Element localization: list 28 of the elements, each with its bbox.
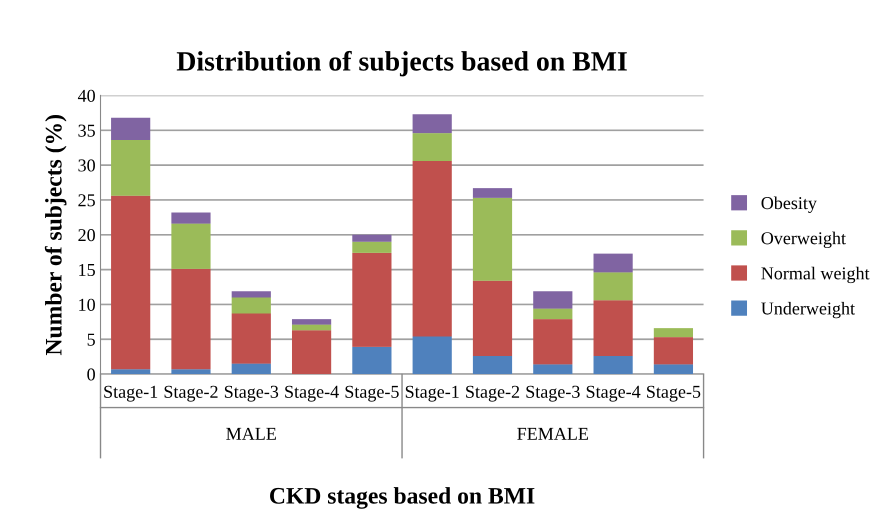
text: FEMALE [517, 428, 588, 440]
x-tick-label: Stage-2 [466, 386, 520, 402]
y-tick-label: 30 [78, 159, 95, 172]
legend-label: Overweight [762, 232, 846, 248]
x-tick-label: Stage-1 [406, 386, 459, 402]
x-tick-label: Stage-1 [104, 386, 158, 402]
y-tick-label: 20 [78, 229, 95, 242]
x-tick-label: Stage-5 [346, 386, 399, 402]
legend-label: Normal weight [761, 266, 870, 284]
y-tick-label: 0 [87, 368, 95, 381]
x-tick-label: Stage-3 [224, 386, 278, 402]
y-tick-label: 35 [78, 124, 95, 137]
text: MALE [226, 428, 276, 440]
x-tick-label: Stage-5 [647, 386, 700, 402]
y-tick-label: 10 [79, 298, 95, 311]
x-tick-label: Stage-3 [526, 386, 580, 402]
chart-title: Distribution of subjects based on BMI [176, 50, 627, 76]
y-axis-title: Number of subjects (%) [44, 115, 66, 356]
legend-label: Obesity [762, 196, 817, 213]
x-axis-title: CKD stages based on BMI [270, 487, 534, 509]
x-tick-label: Stage-4 [586, 386, 640, 402]
y-tick-label: 25 [78, 194, 95, 206]
x-tick-label: Stage-4 [285, 386, 339, 402]
x-tick-label: Stage-2 [164, 386, 218, 402]
y-tick-label: 40 [78, 90, 95, 102]
y-tick-label: 5 [88, 334, 95, 346]
y-tick-label: 15 [79, 264, 95, 276]
legend-label: Underweight [761, 302, 855, 318]
